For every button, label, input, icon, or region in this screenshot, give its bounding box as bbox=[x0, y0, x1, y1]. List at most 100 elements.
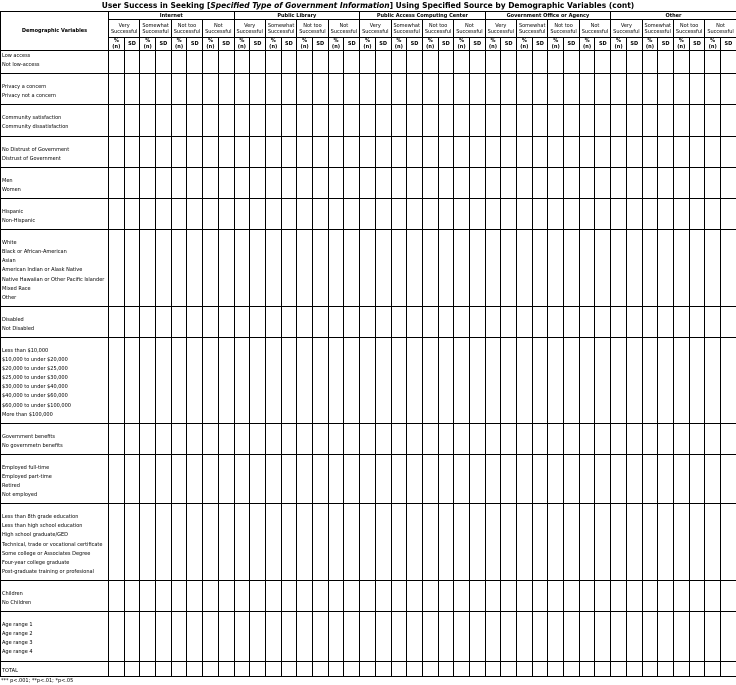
data-cell bbox=[721, 580, 736, 611]
variable-label: More than $100,000 bbox=[2, 411, 108, 420]
data-cell bbox=[250, 337, 266, 423]
data-cell bbox=[281, 337, 297, 423]
data-cell bbox=[469, 337, 485, 423]
data-cell bbox=[407, 454, 423, 503]
data-cell bbox=[328, 580, 344, 611]
variable-label: Age range 1 bbox=[2, 621, 108, 630]
level-header: Not Successful bbox=[705, 20, 736, 38]
data-cell bbox=[281, 454, 297, 503]
data-cell bbox=[485, 105, 501, 136]
data-cell bbox=[642, 580, 658, 611]
data-cell bbox=[611, 74, 627, 105]
data-cell bbox=[203, 167, 219, 198]
data-cell bbox=[375, 136, 391, 167]
data-cell bbox=[595, 51, 611, 74]
data-cell bbox=[642, 136, 658, 167]
data-cell bbox=[312, 198, 328, 229]
data-cell bbox=[517, 198, 533, 229]
data-cell bbox=[673, 74, 689, 105]
data-cell bbox=[438, 306, 454, 337]
data-cell bbox=[328, 198, 344, 229]
data-cell bbox=[391, 423, 407, 454]
data-cell bbox=[312, 74, 328, 105]
data-cell bbox=[187, 306, 203, 337]
data-cell bbox=[218, 74, 234, 105]
data-cell bbox=[658, 136, 674, 167]
data-cell bbox=[485, 306, 501, 337]
data-cell bbox=[438, 105, 454, 136]
variable-label: Not Disabled bbox=[2, 325, 108, 334]
data-cell bbox=[265, 198, 281, 229]
data-cell bbox=[595, 504, 611, 581]
variable-label: Privacy not a concern bbox=[2, 92, 108, 101]
data-cell bbox=[721, 51, 736, 74]
data-cell bbox=[109, 504, 125, 581]
data-cell bbox=[109, 230, 125, 307]
data-cell bbox=[579, 306, 595, 337]
data-cell bbox=[422, 306, 438, 337]
data-cell bbox=[234, 661, 250, 676]
level-header: Not Successful bbox=[579, 20, 610, 38]
data-cell bbox=[187, 230, 203, 307]
variable-label: $60,000 to under $100,000 bbox=[2, 402, 108, 411]
data-cell bbox=[595, 580, 611, 611]
data-cell bbox=[673, 580, 689, 611]
data-cell bbox=[218, 230, 234, 307]
data-cell bbox=[171, 661, 187, 676]
data-cell bbox=[626, 74, 642, 105]
data-cell bbox=[203, 337, 219, 423]
data-cell bbox=[501, 423, 517, 454]
data-cell bbox=[469, 51, 485, 74]
data-cell bbox=[705, 504, 721, 581]
level-header: Not Successful bbox=[203, 20, 234, 38]
data-cell bbox=[454, 337, 470, 423]
data-cell bbox=[548, 136, 564, 167]
data-cell bbox=[532, 612, 548, 661]
stat-header: SD bbox=[344, 38, 360, 51]
data-cell bbox=[391, 454, 407, 503]
data-cell bbox=[297, 504, 313, 581]
data-cell bbox=[705, 167, 721, 198]
data-cell bbox=[673, 198, 689, 229]
data-cell bbox=[469, 74, 485, 105]
data-cell bbox=[312, 580, 328, 611]
data-cell bbox=[407, 74, 423, 105]
data-cell bbox=[218, 306, 234, 337]
data-cell bbox=[156, 661, 172, 676]
data-cell bbox=[438, 230, 454, 307]
data-cell bbox=[532, 51, 548, 74]
data-cell bbox=[564, 230, 580, 307]
data-cell bbox=[250, 136, 266, 167]
data-cell bbox=[360, 51, 376, 74]
data-cell bbox=[626, 167, 642, 198]
data-cell bbox=[548, 74, 564, 105]
data-cell bbox=[328, 337, 344, 423]
data-cell bbox=[328, 306, 344, 337]
data-cell bbox=[234, 423, 250, 454]
data-cell bbox=[422, 167, 438, 198]
variable-label: American Indian or Alask Native bbox=[2, 266, 108, 275]
data-cell bbox=[689, 167, 705, 198]
data-cell bbox=[422, 230, 438, 307]
data-cell bbox=[469, 612, 485, 661]
data-cell bbox=[218, 105, 234, 136]
level-header: Not Successful bbox=[454, 20, 485, 38]
stat-header: SD bbox=[156, 38, 172, 51]
data-cell bbox=[156, 504, 172, 581]
data-cell bbox=[611, 454, 627, 503]
data-cell bbox=[454, 51, 470, 74]
variable-label: Four-year college graduate bbox=[2, 559, 108, 568]
data-cell bbox=[721, 230, 736, 307]
data-cell bbox=[360, 167, 376, 198]
variable-label: Non-Hispanic bbox=[2, 217, 108, 226]
data-cell bbox=[328, 136, 344, 167]
data-cell bbox=[124, 306, 140, 337]
data-cell bbox=[109, 423, 125, 454]
data-cell bbox=[454, 423, 470, 454]
data-cell bbox=[422, 105, 438, 136]
data-cell bbox=[705, 454, 721, 503]
data-cell bbox=[375, 167, 391, 198]
